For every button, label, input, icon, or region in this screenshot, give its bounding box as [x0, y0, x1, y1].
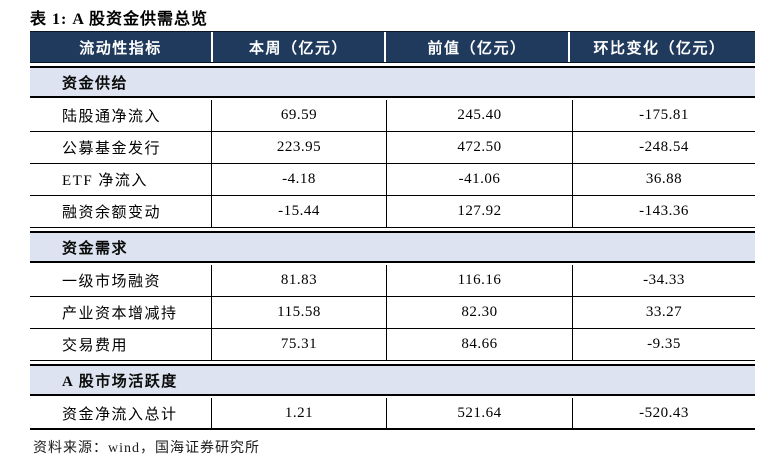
row-change-value: -143.36 [572, 196, 755, 227]
row-current-value: -4.18 [211, 164, 386, 195]
row-previous-value: 82.30 [386, 297, 572, 328]
row-label: 公募基金发行 [62, 141, 162, 157]
table-row: 陆股通净流入 69.59 245.40 -175.81 [30, 100, 755, 132]
row-change-value: 36.88 [572, 164, 755, 195]
row-change-value: -9.35 [572, 329, 755, 360]
row-change-value: -248.54 [572, 132, 755, 163]
table-row: 交易费用 75.31 84.66 -9.35 [30, 329, 755, 361]
row-current-value: 1.21 [211, 398, 386, 428]
row-current-value: 223.95 [211, 132, 386, 163]
row-current-value: 75.31 [211, 329, 386, 360]
row-current-value: 81.83 [211, 265, 386, 296]
row-label: ETF 净流入 [62, 173, 148, 189]
column-header-indicator: 流动性指标 [79, 40, 162, 57]
row-label: 一级市场融资 [62, 274, 162, 290]
table-row: ETF 净流入 -4.18 -41.06 36.88 [30, 164, 755, 196]
source-note: 资料来源：wind，国海证券研究所 [33, 441, 260, 456]
row-previous-value: 472.50 [386, 132, 572, 163]
row-previous-value: -41.06 [386, 164, 572, 195]
section-header-capital-supply: 资金供给 [30, 66, 755, 98]
row-label: 资金净流入总计 [62, 406, 178, 423]
row-current-value: 69.59 [211, 100, 386, 131]
row-previous-value: 521.64 [386, 398, 572, 428]
table-title: 表 1: A 股资金供需总览 [30, 11, 209, 28]
section-header-capital-demand: 资金需求 [30, 231, 755, 263]
row-previous-value: 245.40 [386, 100, 572, 131]
row-label: 产业资本增减持 [62, 306, 178, 322]
table-row: 资金净流入总计 1.21 521.64 -520.43 [30, 398, 755, 430]
table-row: 一级市场融资 81.83 116.16 -34.33 [30, 265, 755, 297]
row-change-value: 33.27 [572, 297, 755, 328]
row-previous-value: 127.92 [386, 196, 572, 227]
row-previous-value: 84.66 [386, 329, 572, 360]
row-label: 陆股通净流入 [62, 109, 162, 125]
row-label: 融资余额变动 [62, 205, 162, 221]
table-row: 产业资本增减持 115.58 82.30 33.27 [30, 297, 755, 329]
column-header-change: 环比变化（亿元） [568, 32, 749, 62]
row-previous-value: 116.16 [386, 265, 572, 296]
row-change-value: -520.43 [572, 398, 755, 428]
row-change-value: -34.33 [572, 265, 755, 296]
row-change-value: -175.81 [572, 100, 755, 131]
table-header-row: 流动性指标 本周（亿元） 前值（亿元） 环比变化（亿元） [30, 31, 755, 63]
table-row: 公募基金发行 223.95 472.50 -248.54 [30, 132, 755, 164]
row-current-value: -15.44 [211, 196, 386, 227]
section-header-market-activity: A 股市场活跃度 [30, 364, 755, 396]
table-row: 融资余额变动 -15.44 127.92 -143.36 [30, 196, 755, 228]
row-label: 交易费用 [62, 338, 129, 354]
column-header-current-week: 本周（亿元） [211, 32, 384, 62]
supply-demand-table: 流动性指标 本周（亿元） 前值（亿元） 环比变化（亿元） 资金供给 陆股通净流入… [30, 31, 755, 430]
row-current-value: 115.58 [211, 297, 386, 328]
column-header-previous: 前值（亿元） [384, 32, 568, 62]
